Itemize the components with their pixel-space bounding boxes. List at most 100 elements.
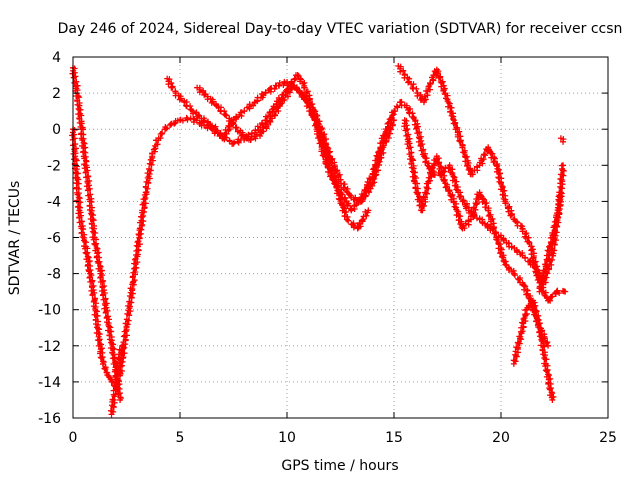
data-marks-segment (485, 207, 500, 241)
x-tick-label: 5 (176, 430, 185, 446)
data-marks-segment (379, 117, 397, 149)
y-axis-label: SDTVAR / TECUs (7, 181, 23, 296)
y-tick-label: -4 (47, 194, 61, 210)
data-marks-segment (529, 299, 543, 329)
data-marks-segment (493, 163, 509, 203)
data-marks-segment (433, 68, 448, 94)
data-marks-segment (162, 121, 174, 132)
y-tick-label: -14 (38, 375, 61, 391)
data-marks-segment (73, 180, 84, 211)
data-point (549, 396, 556, 403)
data-marks-segment (86, 198, 99, 241)
series-track-7 (401, 117, 552, 349)
data-marks-segment (493, 236, 509, 265)
data-marks-segment (204, 95, 220, 110)
data-marks (69, 63, 569, 418)
data-marks-segment (135, 191, 150, 238)
data-marks-segment (536, 325, 550, 367)
data-marks-segment (196, 84, 209, 98)
data-point (343, 216, 350, 223)
data-marks-segment (94, 336, 107, 366)
data-marks-segment (97, 272, 112, 320)
data-marks-segment (520, 281, 534, 302)
axis-ticks (72, 56, 609, 419)
data-marks-segment (414, 91, 426, 103)
data-marks-segment (78, 226, 90, 250)
data-marks-segment (81, 245, 94, 275)
data-marks-segment (73, 92, 86, 131)
data-marks-segment (547, 289, 559, 304)
data-marks-segment (407, 156, 419, 185)
y-tick-label: 4 (52, 50, 61, 66)
data-point (560, 162, 567, 169)
data-marks-segment (81, 164, 95, 203)
data-marks-segment (109, 380, 120, 403)
data-marks-segment (476, 191, 492, 212)
data-marks-segment (301, 95, 319, 123)
data-marks-segment (317, 126, 333, 159)
data-marks-segment (417, 180, 432, 214)
series-track-3 (107, 342, 127, 418)
data-marks-segment (502, 199, 518, 223)
data-marks-segment (541, 234, 556, 268)
data-marks-segment (411, 118, 428, 158)
data-marks-segment (177, 114, 191, 124)
data-marks-segment (70, 156, 82, 186)
data-marks-segment (254, 90, 267, 105)
data-marks-segment (333, 184, 351, 220)
series-track-8 (510, 297, 557, 403)
x-tick-label: 15 (385, 430, 403, 446)
data-marks-segment (268, 98, 285, 120)
tick-labels: 0 5 10 15 20 25 -16 -14 -12 -10 -8 -6 -4 -2 0 2 4 (38, 50, 617, 446)
data-marks-segment (225, 116, 244, 135)
data-marks-segment (421, 83, 434, 104)
y-tick-label: 2 (52, 86, 61, 102)
data-point (294, 72, 301, 79)
data-marks-segment (77, 126, 90, 168)
data-marks-segment (401, 117, 415, 158)
y-tick-label: -8 (47, 267, 61, 283)
series-track-9 (536, 162, 567, 295)
data-marks-segment (149, 137, 162, 157)
data-marks-segment (426, 68, 440, 87)
data-point (117, 396, 124, 403)
data-marks-segment (459, 144, 474, 177)
y-tick-label: -12 (38, 339, 61, 355)
y-tick-label: 0 (52, 122, 61, 138)
data-marks-segment (209, 123, 224, 139)
data-marks-segment (90, 236, 105, 275)
data-marks-segment (554, 162, 567, 214)
data-point (562, 288, 569, 295)
data-point (365, 207, 372, 214)
data-marks-segment (86, 272, 99, 303)
data-marks-segment (405, 105, 417, 122)
data-marks-segment (485, 145, 501, 168)
data-marks-segment (460, 217, 472, 232)
x-tick-label: 20 (492, 430, 510, 446)
data-marks-segment (369, 145, 387, 186)
data-point (560, 138, 567, 145)
y-tick-label: -6 (47, 231, 61, 247)
data-marks-segment (129, 235, 143, 285)
data-marks-segment (433, 155, 448, 185)
data-marks-segment (190, 109, 203, 120)
data-marks-segment (441, 91, 457, 122)
series-track-5 (194, 82, 372, 232)
data-marks-segment (516, 307, 530, 340)
y-tick-label: -10 (38, 303, 61, 319)
data-point (391, 117, 397, 124)
data-marks-segment (456, 189, 472, 212)
data-marks-segment (142, 154, 156, 195)
data-marks-segment (103, 315, 118, 357)
data-marks-segment (442, 181, 457, 203)
data-marks-segment (469, 163, 481, 178)
y-tick-label: -16 (38, 411, 61, 427)
data-point (408, 153, 415, 160)
data-marks-segment (355, 208, 371, 231)
data-marks-segment (310, 106, 326, 132)
data-point (502, 261, 509, 268)
data-marks-segment (401, 74, 413, 86)
data-marks-segment (311, 117, 329, 163)
data-marks-segment (450, 199, 465, 231)
